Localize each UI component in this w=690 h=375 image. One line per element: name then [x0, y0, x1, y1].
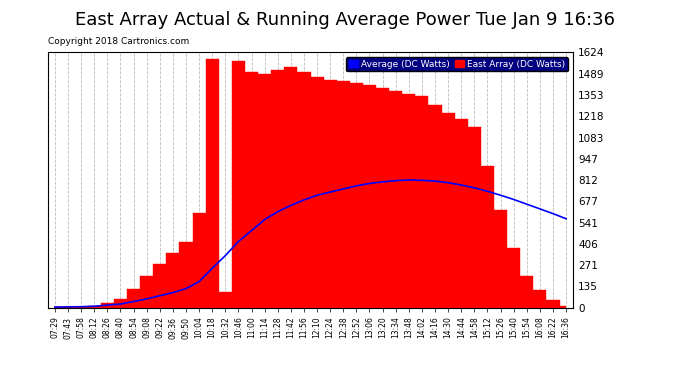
- Text: East Array Actual & Running Average Power Tue Jan 9 16:36: East Array Actual & Running Average Powe…: [75, 11, 615, 29]
- Legend: Average (DC Watts), East Array (DC Watts): Average (DC Watts), East Array (DC Watts…: [346, 57, 568, 71]
- Text: Copyright 2018 Cartronics.com: Copyright 2018 Cartronics.com: [48, 38, 190, 46]
